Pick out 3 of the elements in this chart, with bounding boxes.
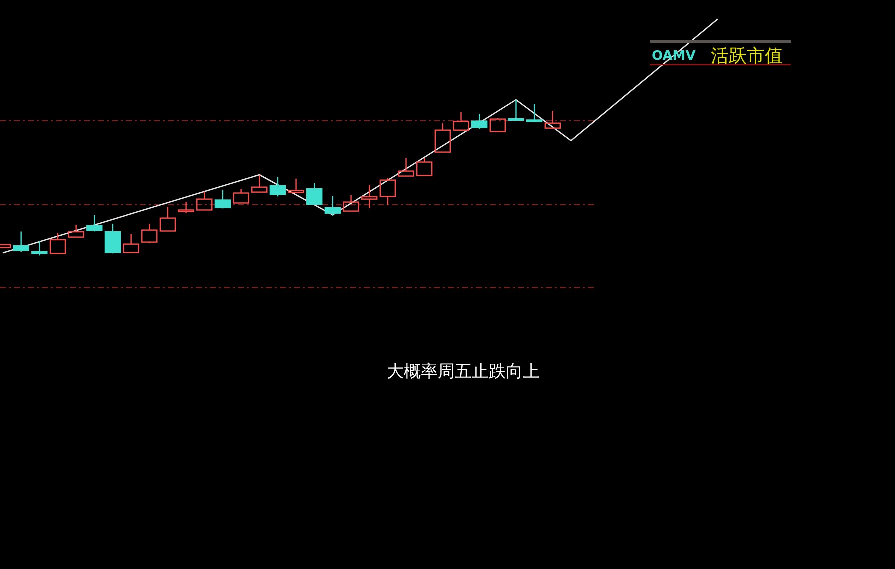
candlestick [362,184,378,209]
text: 大概率周五止跌向上 [387,362,540,382]
chart-subtitle: 活跃市值 [711,46,783,67]
